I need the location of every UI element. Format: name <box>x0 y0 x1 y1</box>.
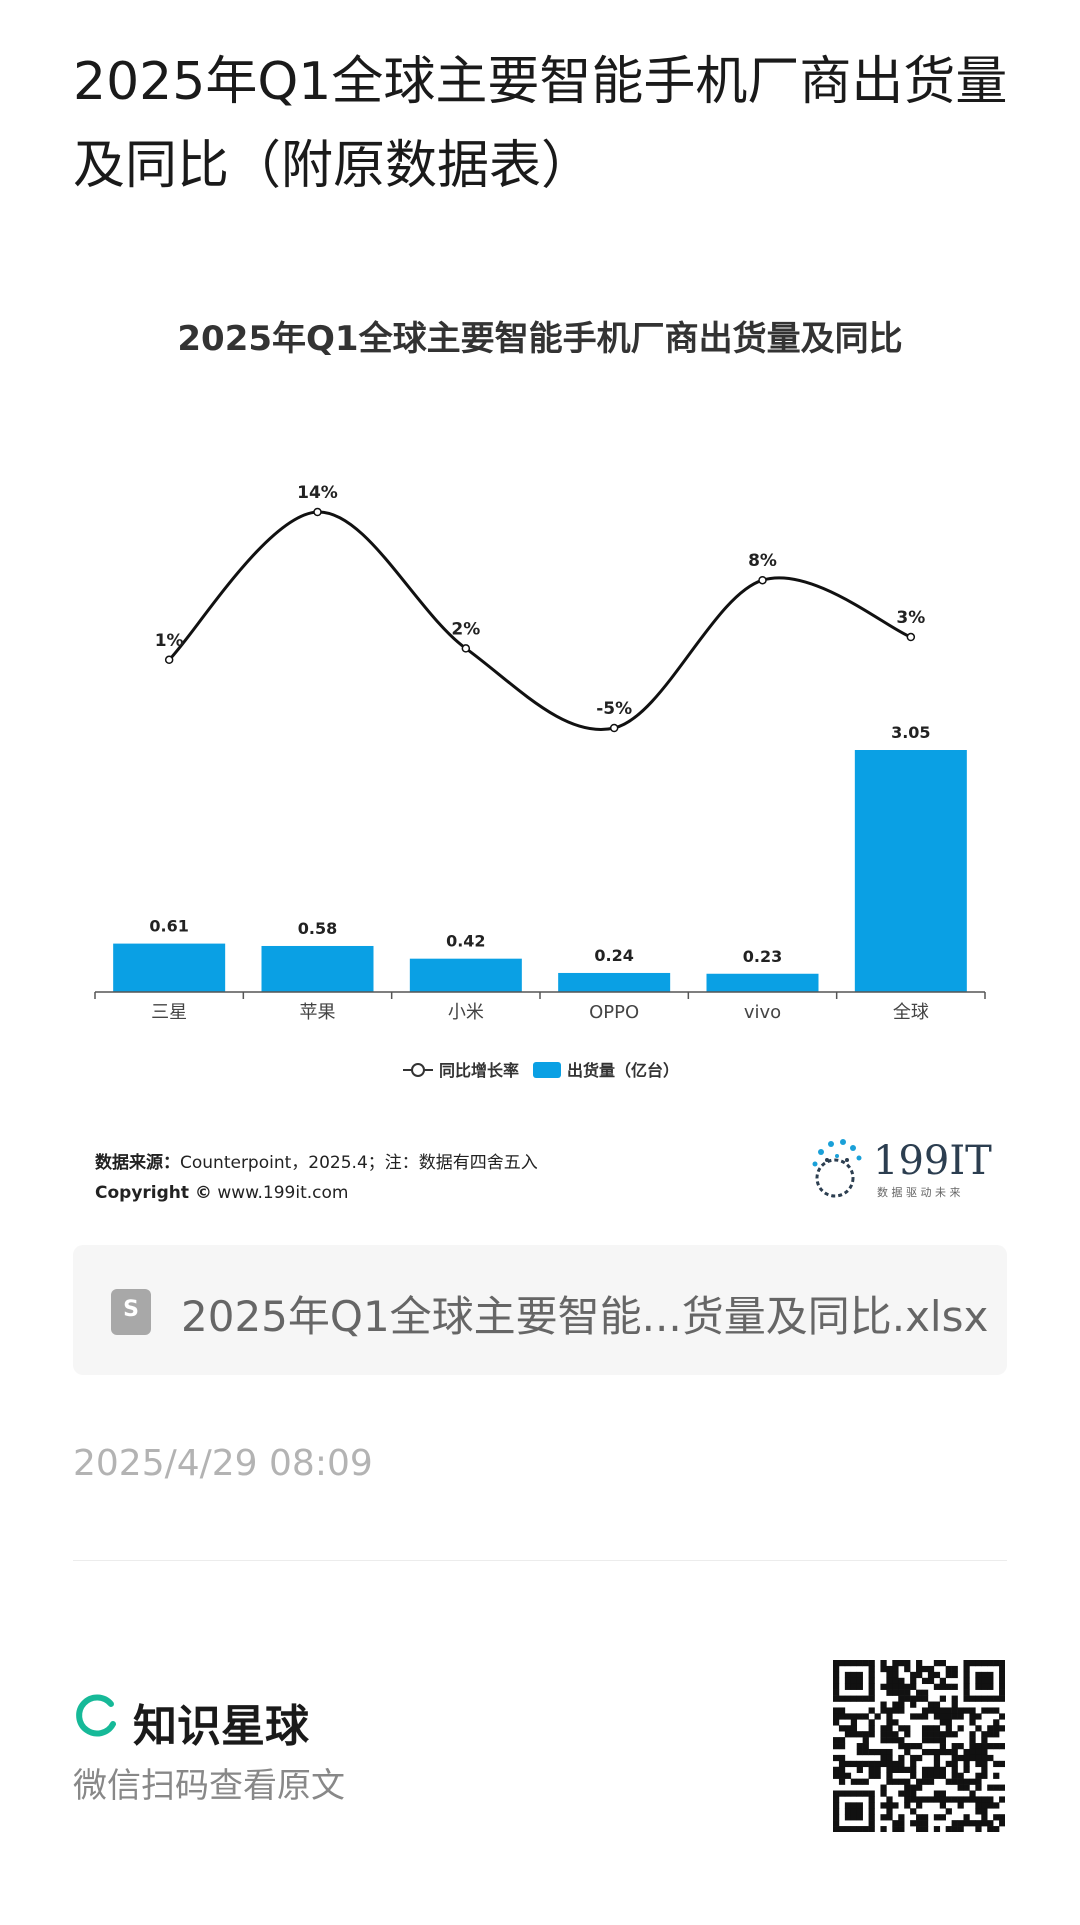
bar-4 <box>706 973 819 992</box>
line-point <box>313 507 322 517</box>
planet-logo-icon <box>76 1694 116 1737</box>
sheet-file-icon: S <box>111 1289 151 1335</box>
legend-line-marker <box>411 1063 425 1077</box>
x-tick-label: 小米 <box>448 1002 484 1023</box>
line-point <box>758 575 767 585</box>
x-tick-label: 苹果 <box>300 1002 336 1023</box>
line-point <box>609 723 619 733</box>
attachment-file-name[interactable]: 2025年Q1全球主要智能...货量及同比.xlsx <box>181 1292 989 1341</box>
line-value-label: 8% <box>748 551 777 571</box>
copyright-site: www.199it.com <box>217 1183 349 1203</box>
publish-time: 2025/4/29 08:09 <box>73 1443 373 1484</box>
chart-image: 2025年Q1全球主要智能手机厂商出货量及同比 0.61 0.58 0.42 0.24… <box>73 300 1007 1220</box>
divider <box>73 1560 1007 1561</box>
line-value-label: 14% <box>297 483 338 503</box>
line-point <box>461 644 471 653</box>
chart-source: 数据来源：Counterpoint，2025.4；注：数据有四舍五入 Copyr… <box>95 1148 538 1208</box>
bar-value-label: 3.05 <box>891 723 930 742</box>
chart-canvas: 2025年Q1全球主要智能手机厂商出货量及同比 0.61 0.58 0.42 0.24… <box>94 319 986 1080</box>
qr-code[interactable] <box>833 1660 1005 1832</box>
source-text: Counterpoint，2025.4；注：数据有四舍五入 <box>180 1153 538 1173</box>
bar-0 <box>113 943 226 992</box>
x-tick-label: vivo <box>744 1002 781 1023</box>
scan-tip: 微信扫码查看原文 <box>73 1766 345 1806</box>
line-value-label: 2% <box>451 619 480 639</box>
bar-value-label: 0.42 <box>446 932 485 951</box>
x-tick-label: 三星 <box>151 1002 187 1023</box>
planet-app-name: 知识星球 <box>133 1701 309 1752</box>
line-value-label: -5% <box>596 699 632 719</box>
copyright-label: Copyright © <box>95 1183 212 1203</box>
x-tick-label: 全球 <box>893 1002 929 1023</box>
bar-value-label: 0.58 <box>298 919 337 938</box>
attachment-card[interactable]: S 2025年Q1全球主要智能...货量及同比.xlsx <box>73 1245 1007 1375</box>
brand-logo: 199IT 数 据 驱 动 未 来 <box>812 1138 992 1199</box>
x-tick-label: OPPO <box>589 1002 639 1023</box>
line-value-label: 3% <box>896 608 925 628</box>
bar-3 <box>558 972 671 992</box>
source-label: 数据来源： <box>95 1153 180 1173</box>
legend-line-label: 同比增长率 <box>439 1061 519 1080</box>
chart-title: 2025年Q1全球主要智能手机厂商出货量及同比 <box>177 319 902 359</box>
bar-value-label: 0.61 <box>149 917 188 936</box>
brand-dots-icon <box>812 1139 862 1198</box>
bar-value-label: 0.24 <box>594 946 633 965</box>
bar-value-label: 0.23 <box>743 947 782 966</box>
brand-tagline: 数 据 驱 动 未 来 <box>877 1185 960 1199</box>
brand-name: 199IT <box>873 1138 992 1184</box>
growth-line <box>168 510 912 731</box>
line-value-label: 1% <box>155 631 184 651</box>
line-point <box>906 632 916 642</box>
page-title: 2025年Q1全球主要智能手机厂商出货量及同比（附原数据表） <box>73 52 1008 196</box>
chart-legend: 同比增长率 出货量（亿台） <box>403 1061 679 1080</box>
bar-2 <box>409 958 522 992</box>
line-point <box>164 655 174 665</box>
legend-bar-label: 出货量（亿台） <box>567 1061 679 1080</box>
bar-1 <box>261 945 374 992</box>
bar-5 <box>854 750 967 992</box>
legend-bar-marker <box>533 1062 561 1078</box>
